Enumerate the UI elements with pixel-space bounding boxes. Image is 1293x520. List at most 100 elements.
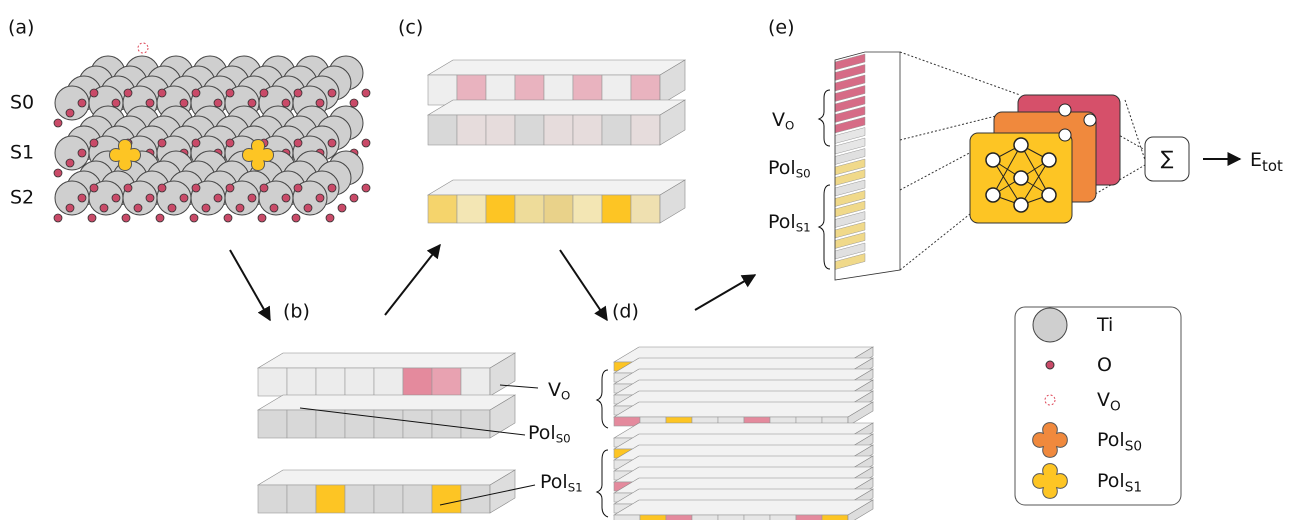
o-atom (294, 89, 302, 97)
output-label-main: E (1250, 149, 1262, 171)
o-atom (180, 194, 188, 202)
o-atom (294, 139, 302, 147)
o-atom (226, 184, 234, 192)
network-node (986, 153, 1000, 167)
o-atom (100, 204, 108, 212)
panel-b-label-main: Pol (528, 422, 556, 444)
o-atom (146, 99, 154, 107)
vacancy (138, 43, 148, 53)
o-atom (134, 204, 142, 212)
o-atom (146, 194, 154, 202)
o-atom (122, 214, 130, 222)
network-node (1084, 114, 1096, 126)
cell (515, 195, 544, 223)
panel-label: (e) (768, 17, 795, 39)
brace (597, 370, 608, 428)
cell (640, 515, 666, 520)
brace (819, 90, 830, 146)
output-label-sub: tot (1262, 157, 1283, 175)
o-atom (350, 99, 358, 107)
cell (457, 195, 486, 223)
o-atom (168, 204, 176, 212)
layer-top (428, 100, 685, 115)
o-atom (54, 214, 62, 222)
o-atom (112, 99, 120, 107)
cell (631, 115, 660, 145)
o-atom (158, 89, 166, 97)
legend-label-main: Ti (1096, 314, 1113, 336)
projection (1125, 100, 1145, 160)
o-atom (226, 89, 234, 97)
brace (819, 185, 830, 269)
o-atom (190, 214, 198, 222)
o-atom (78, 194, 86, 202)
o-atom (54, 169, 62, 177)
legend-label: O (1097, 354, 1112, 376)
panel-b-label: PolS0 (528, 422, 571, 446)
cell (287, 485, 316, 513)
cell (428, 115, 457, 145)
o-atom (192, 139, 200, 147)
o-atom (304, 204, 312, 212)
network-node (1059, 104, 1071, 116)
o-atom (236, 204, 244, 212)
o-atom (362, 139, 370, 147)
cell (316, 410, 345, 438)
illustration (54, 43, 1240, 520)
panel-b-label-main: Pol (540, 471, 568, 493)
cell (796, 515, 822, 520)
cell (287, 368, 316, 396)
panel-b-label-sub: S1 (568, 480, 583, 494)
layer-top (258, 353, 515, 368)
o-atom (316, 99, 324, 107)
cell (258, 368, 287, 396)
o-atom (362, 184, 370, 192)
cell (573, 195, 602, 223)
cell (602, 115, 631, 145)
legend-label-main: Pol (1097, 429, 1125, 451)
cell (403, 410, 432, 438)
cell (614, 515, 640, 520)
o-atom (338, 204, 346, 212)
o-atom (158, 184, 166, 192)
projection (900, 150, 975, 190)
network-node (1042, 153, 1056, 167)
cell (486, 115, 515, 145)
layer-top (428, 180, 685, 195)
arrow (385, 245, 440, 315)
o-atom (224, 214, 232, 222)
panel-e-label-sub: O (785, 118, 794, 132)
cell (428, 195, 457, 223)
o-atom (66, 109, 74, 117)
o-atom (282, 194, 290, 202)
o-atom (90, 184, 98, 192)
cell (486, 195, 515, 223)
o-atom (90, 89, 98, 97)
cell (822, 515, 848, 520)
o-atom (248, 99, 256, 107)
panel-b-label-main: V (548, 379, 561, 401)
panel-b-label: PolS1 (540, 471, 583, 495)
cell (461, 410, 490, 438)
legend-label-sub: S1 (1125, 480, 1142, 496)
o-atom (292, 214, 300, 222)
panel-b-label-sub: O (561, 388, 570, 402)
cell (316, 485, 345, 513)
cell (432, 368, 461, 396)
o-atom (66, 204, 74, 212)
cell (258, 410, 287, 438)
network-node (1014, 198, 1028, 212)
legend-ti (1033, 308, 1067, 342)
panel-e-label: PolS0 (768, 157, 811, 181)
legend-label-main: V (1097, 389, 1110, 411)
output-label: Etot (1250, 149, 1283, 176)
projection (900, 210, 975, 270)
cell (544, 195, 573, 223)
panel-b-label: VO (548, 379, 570, 403)
o-atom (180, 99, 188, 107)
layer-label: S2 (10, 187, 34, 209)
o-atom (328, 89, 336, 97)
o-atom (78, 99, 86, 107)
o-atom (214, 99, 222, 107)
legend-label-main: Pol (1097, 470, 1125, 492)
